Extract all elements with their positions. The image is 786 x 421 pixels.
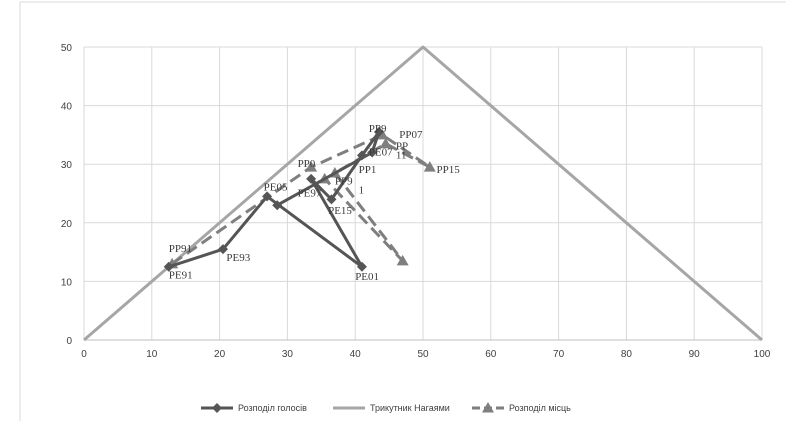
x-tick-label: 0 — [81, 349, 87, 360]
point-label: РР9 — [335, 176, 353, 188]
y-tick-label: 50 — [61, 43, 73, 54]
y-tick-label: 10 — [61, 277, 73, 288]
data-point-votes — [373, 126, 384, 137]
point-label: РЕ93 — [226, 252, 250, 264]
series-layer — [83, 45, 763, 342]
point-label: 11 — [396, 149, 407, 161]
data-point-seats — [376, 128, 389, 140]
x-tick-label: 100 — [754, 349, 771, 360]
data-point-votes — [326, 194, 337, 205]
y-tick-label: 30 — [61, 160, 73, 171]
point-label: РР07 — [399, 129, 423, 141]
legend: Розподіл голосів Трикутник Нагаями Розподі… — [201, 402, 571, 413]
point-label: РЕ07 — [369, 146, 393, 158]
data-point-votes — [217, 244, 228, 255]
point-label: РЕ15 — [328, 205, 352, 217]
point-label: РР9 — [369, 123, 387, 135]
x-tick-label: 60 — [485, 349, 497, 360]
x-tick-label: 90 — [689, 349, 701, 360]
data-point-votes — [356, 150, 367, 161]
data-point-seats — [396, 254, 409, 266]
x-tick-label: 10 — [146, 349, 158, 360]
point-label: РР — [396, 141, 408, 153]
data-point-votes — [262, 191, 273, 202]
x-tick-label: 40 — [350, 349, 362, 360]
series-line-votes — [168, 130, 381, 269]
point-label: РР91 — [169, 243, 192, 255]
data-point-seats — [423, 161, 436, 172]
series-line-seats — [171, 133, 432, 266]
legend-label-seats: Розподіл місць — [509, 403, 571, 413]
y-tick-label: 20 — [61, 219, 73, 230]
point-label: РЕ97 — [298, 187, 322, 199]
data-point-seats — [305, 161, 318, 172]
legend-marker-votes — [212, 403, 222, 413]
data-point-votes — [163, 261, 174, 272]
x-tick-label: 70 — [553, 349, 565, 360]
data-point-votes — [356, 261, 367, 272]
data-point-votes — [367, 147, 378, 158]
point-label: РР15 — [437, 164, 461, 176]
y-tick-label: 40 — [61, 102, 73, 113]
legend-label-votes: Розподіл голосів — [238, 403, 307, 413]
point-label: 1 — [359, 185, 365, 197]
series-line-nagayama — [83, 45, 763, 342]
x-tick-label: 50 — [417, 349, 429, 360]
x-tick-label: 20 — [214, 349, 226, 360]
point-label: РР0 — [298, 158, 316, 170]
data-point-votes — [272, 200, 283, 211]
point-label: РЕ05 — [264, 182, 288, 194]
tick-label-layer: 0 10 20 30 40 50 60 70 80 90 100 0 10 20 30 40 50 — [61, 43, 771, 360]
y-tick-label: 0 — [66, 336, 72, 347]
x-tick-label: 30 — [282, 349, 294, 360]
legend-marker-seats — [482, 402, 494, 413]
point-label: РЕ01 — [355, 271, 379, 283]
point-label: РЕ91 — [169, 269, 193, 281]
data-point-seats — [379, 137, 392, 149]
point-label: РР1 — [359, 164, 377, 176]
legend-label-nagayama: Трикутник Нагаями — [370, 403, 450, 413]
data-point-votes — [306, 173, 317, 184]
x-tick-label: 80 — [621, 349, 633, 360]
